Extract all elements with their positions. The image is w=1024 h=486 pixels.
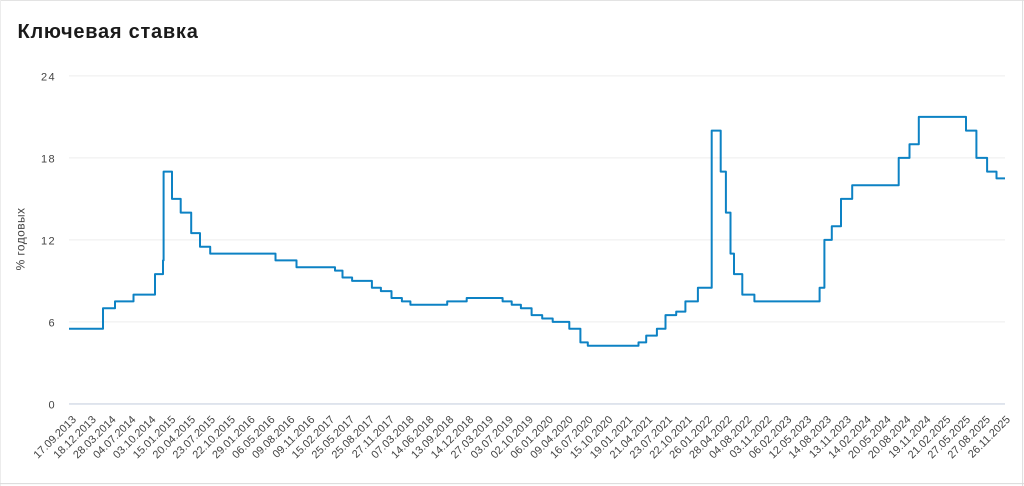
svg-text:12: 12: [41, 235, 56, 247]
svg-text:24: 24: [41, 71, 56, 83]
svg-text:% годовых: % годовых: [14, 208, 28, 271]
svg-text:18: 18: [41, 153, 56, 165]
svg-text:6: 6: [48, 317, 56, 329]
svg-text:0: 0: [48, 399, 56, 411]
